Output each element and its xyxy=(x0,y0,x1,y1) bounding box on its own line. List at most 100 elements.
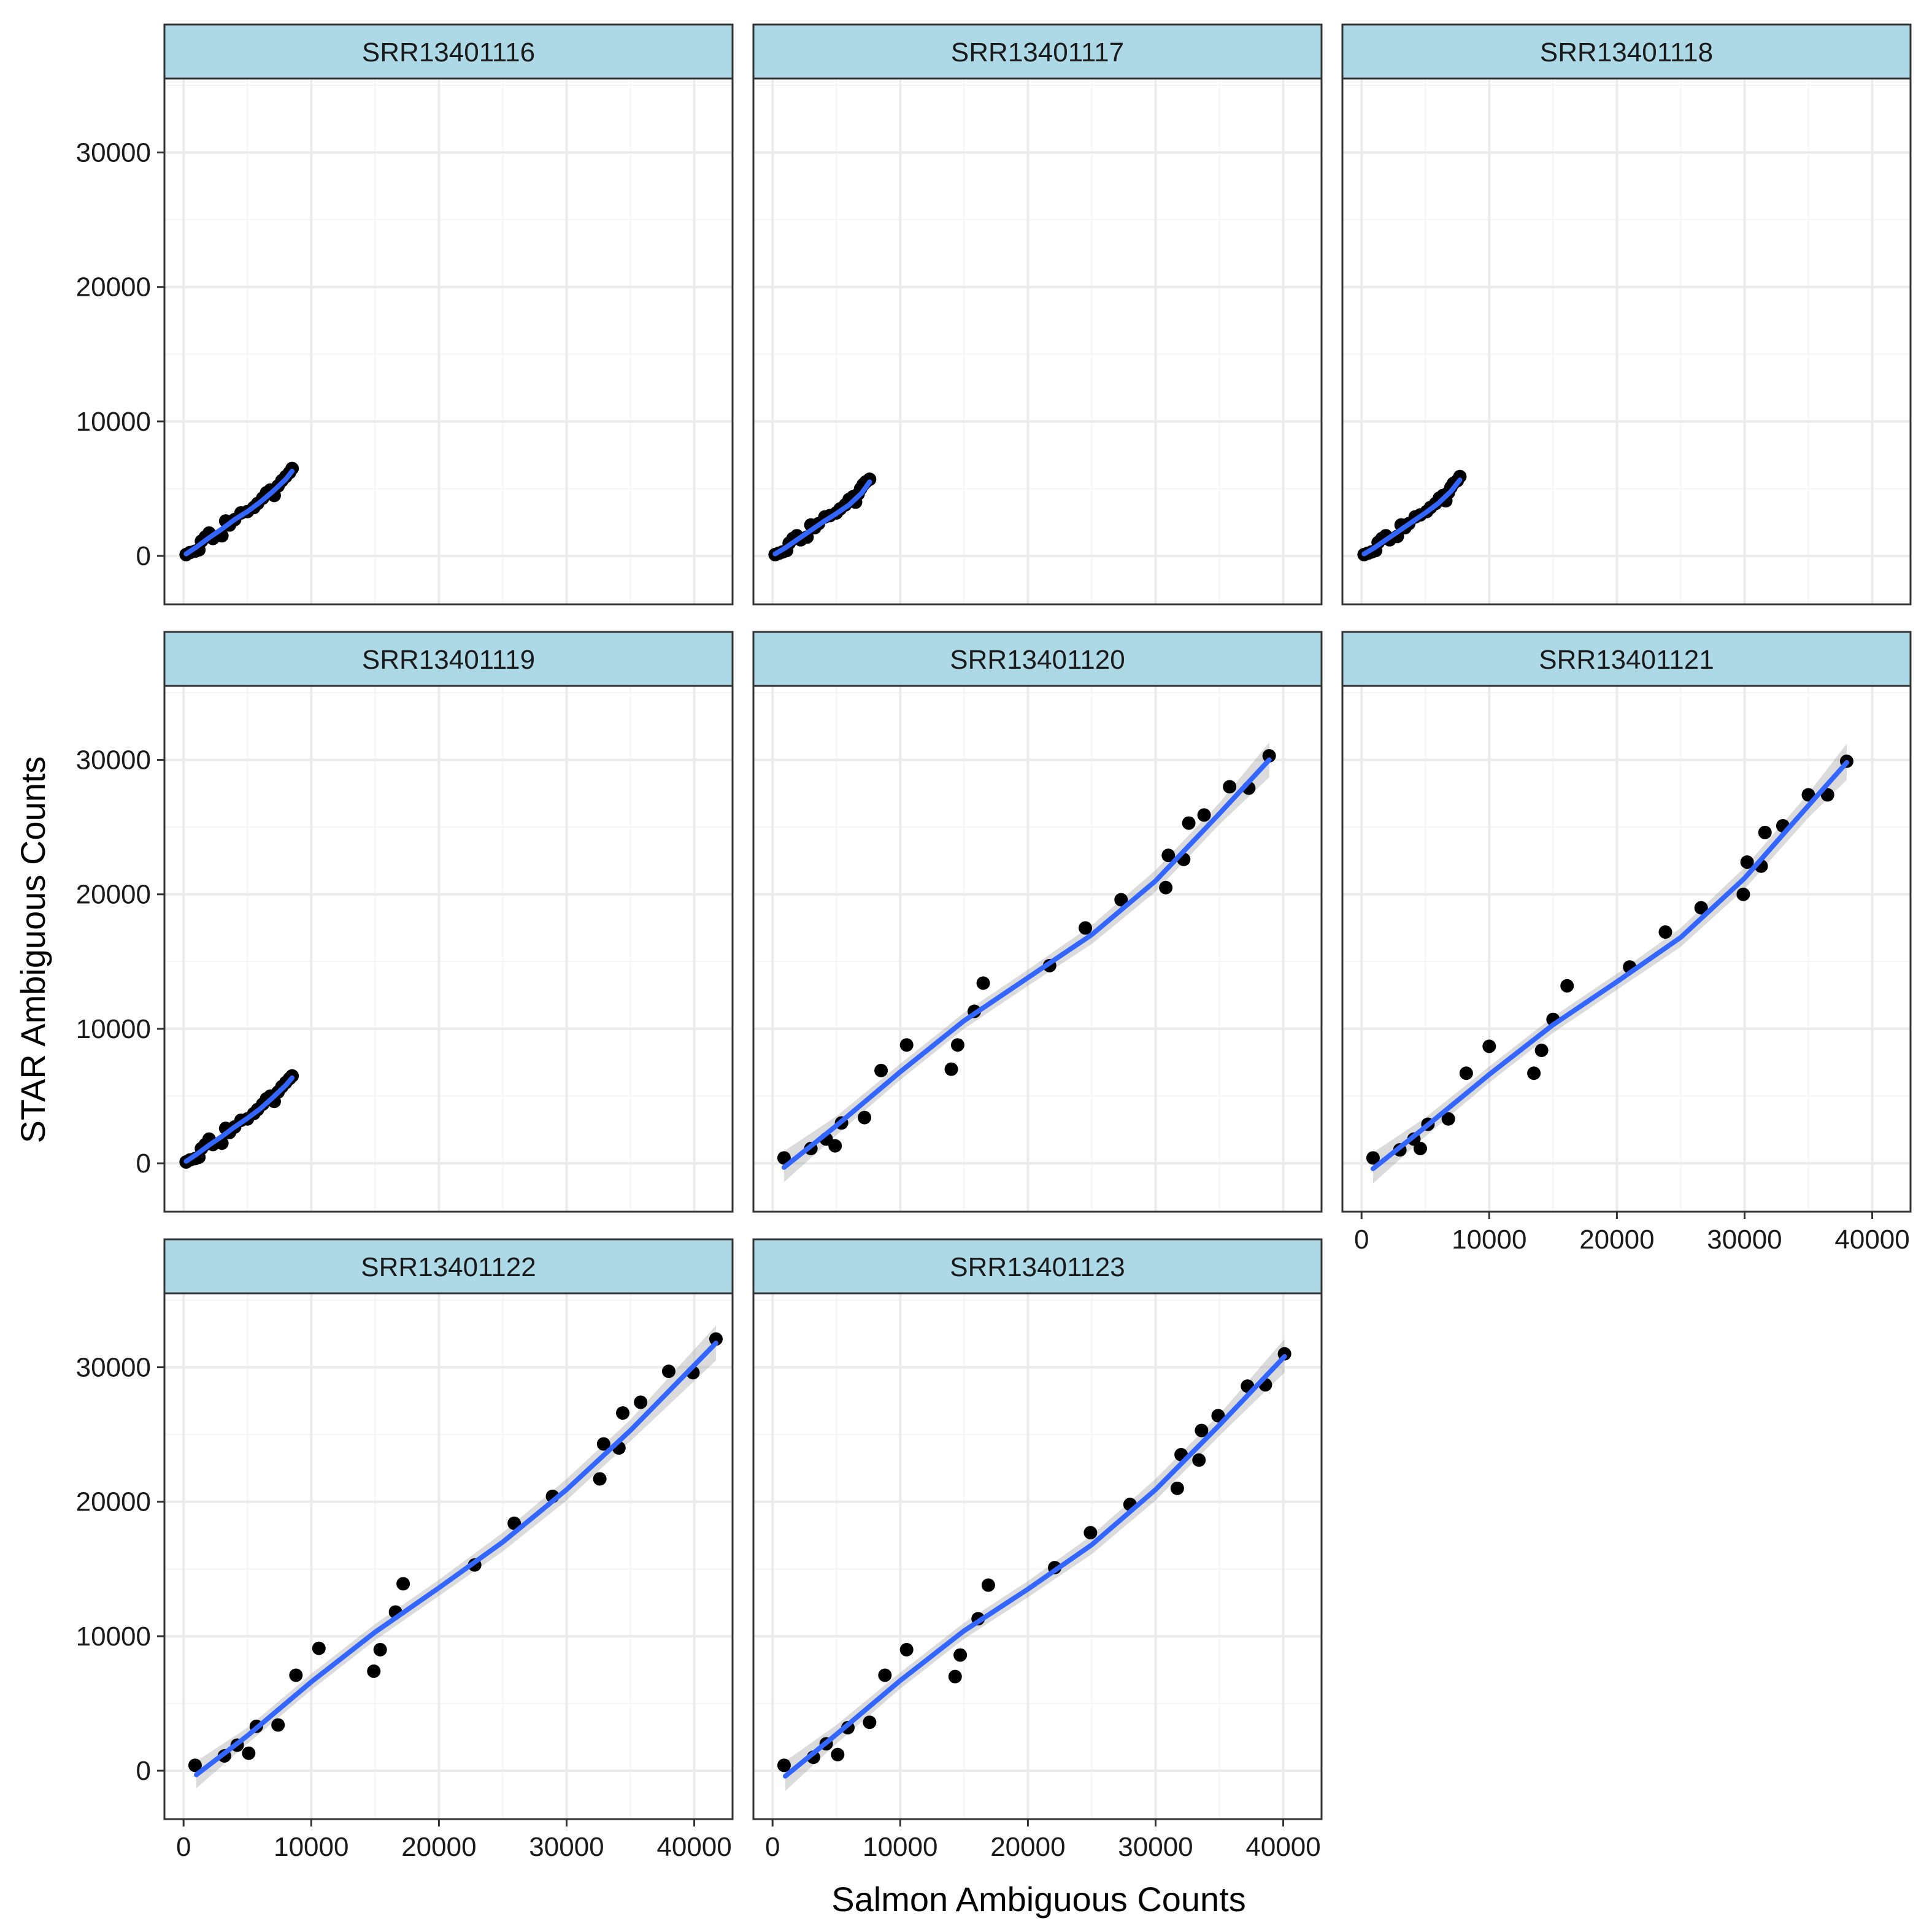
smooth-line xyxy=(783,1354,1287,1779)
facet-strip xyxy=(1341,631,1912,687)
panel-background xyxy=(164,79,733,604)
data-point xyxy=(878,1668,892,1682)
facet-panel: SRR13401122 0 10000 20000 30000 0 10000 20000 30… xyxy=(76,1238,734,1862)
panel-background xyxy=(164,686,733,1212)
smooth-line xyxy=(772,479,872,556)
data-point xyxy=(1658,925,1672,939)
facet-strip-label: SRR13401118 xyxy=(1540,37,1713,67)
data-point xyxy=(1083,1526,1098,1540)
data-point xyxy=(1114,893,1128,907)
x-tick-label: 20000 xyxy=(401,1832,476,1862)
x-tick-label: 40000 xyxy=(1245,1832,1320,1862)
data-point xyxy=(1192,1453,1206,1467)
x-tick-label: 10000 xyxy=(274,1832,348,1862)
panel-background xyxy=(753,79,1322,604)
panel-border xyxy=(752,685,1323,1213)
data-point xyxy=(396,1577,410,1591)
facet-panel: SRR13401119 0 10000 20000 30000 xyxy=(76,631,734,1213)
facet-strip-label: SRR13401116 xyxy=(362,37,535,67)
data-point xyxy=(1740,855,1754,869)
x-tick-label: 0 xyxy=(1354,1225,1369,1255)
x-tick-label: 0 xyxy=(176,1832,191,1862)
confidence-band xyxy=(785,1339,1285,1791)
x-tick-label: 30000 xyxy=(1707,1225,1782,1255)
data-point xyxy=(661,1364,675,1379)
x-tick-label: 20000 xyxy=(1579,1225,1654,1255)
x-tick-label: 0 xyxy=(765,1832,780,1862)
facet-strip-label: SRR13401119 xyxy=(362,645,535,675)
facet-strip xyxy=(163,23,734,80)
data-point xyxy=(1366,1151,1380,1165)
data-point xyxy=(1161,849,1176,863)
facet-strip-label: SRR13401123 xyxy=(950,1252,1125,1282)
x-tick-label: 30000 xyxy=(1118,1832,1193,1862)
smooth-line xyxy=(194,1341,718,1777)
data-point xyxy=(899,1642,914,1657)
data-point xyxy=(953,1648,968,1662)
panel-border xyxy=(752,77,1323,606)
data-point xyxy=(188,1758,202,1772)
data-point xyxy=(507,1516,521,1530)
smooth-line xyxy=(1370,760,1849,1171)
y-tick-label: 10000 xyxy=(76,407,151,437)
facet-panel: SRR13401123 0 10000 20000 30000 40000 xyxy=(752,1238,1323,1862)
panel-border xyxy=(163,77,734,606)
data-point xyxy=(944,1062,958,1076)
x-tick-label: 40000 xyxy=(1834,1225,1909,1255)
facet-strip xyxy=(163,1238,734,1295)
data-point xyxy=(828,1139,842,1153)
data-point xyxy=(1413,1141,1427,1155)
y-axis-title: STAR Ambiguous Counts xyxy=(13,756,52,1144)
data-point xyxy=(1079,921,1093,935)
smooth-line xyxy=(1361,477,1463,556)
data-point xyxy=(242,1746,256,1760)
data-point xyxy=(1170,1481,1184,1495)
y-tick-label: 30000 xyxy=(76,138,151,168)
smooth-line xyxy=(183,1075,295,1164)
data-point xyxy=(367,1664,381,1678)
panel-background xyxy=(1342,79,1911,604)
data-point xyxy=(950,1038,964,1052)
y-tick-label: 30000 xyxy=(76,1353,151,1383)
panel-border xyxy=(1341,77,1912,606)
y-tick-label: 10000 xyxy=(76,1014,151,1044)
x-tick-label: 30000 xyxy=(529,1832,604,1862)
data-point xyxy=(1453,469,1467,483)
x-tick-label: 40000 xyxy=(656,1832,731,1862)
panel-border xyxy=(752,1292,1323,1820)
data-point xyxy=(1534,1043,1549,1057)
y-tick-label: 20000 xyxy=(76,880,151,910)
data-point xyxy=(1441,1112,1455,1126)
data-point xyxy=(777,1758,791,1772)
data-point xyxy=(948,1669,962,1684)
data-point xyxy=(777,1151,791,1165)
facet-strip-label: SRR13401121 xyxy=(1539,645,1714,675)
data-point xyxy=(634,1395,648,1409)
data-point xyxy=(1159,880,1173,895)
data-point xyxy=(1195,1423,1209,1437)
data-point xyxy=(1527,1066,1541,1080)
panel-background xyxy=(1342,686,1911,1212)
data-point xyxy=(312,1641,326,1655)
data-point xyxy=(1482,1039,1496,1053)
x-tick-label: 10000 xyxy=(1452,1225,1526,1255)
data-point xyxy=(1223,780,1237,794)
facet-panels: SRR13401116 0 10000 20000 30000 SRR13401117 SR… xyxy=(76,23,1912,1862)
data-point xyxy=(858,1110,872,1125)
panel-border xyxy=(1341,685,1912,1213)
facet-strip-label: SRR13401120 xyxy=(950,645,1125,675)
data-point xyxy=(1182,816,1196,830)
y-tick-label: 20000 xyxy=(76,1487,151,1517)
y-tick-label: 0 xyxy=(136,1756,151,1786)
smooth-line xyxy=(781,757,1272,1170)
panel-border xyxy=(163,685,734,1213)
facet-strip xyxy=(752,23,1323,80)
facet-strip xyxy=(752,1238,1323,1295)
facet-strip-label: SRR13401122 xyxy=(361,1252,536,1282)
confidence-band xyxy=(783,742,1269,1182)
facet-panel: SRR13401117 xyxy=(752,23,1323,606)
data-point xyxy=(616,1406,630,1420)
y-tick-label: 0 xyxy=(136,1149,151,1179)
y-tick-label: 30000 xyxy=(76,745,151,775)
